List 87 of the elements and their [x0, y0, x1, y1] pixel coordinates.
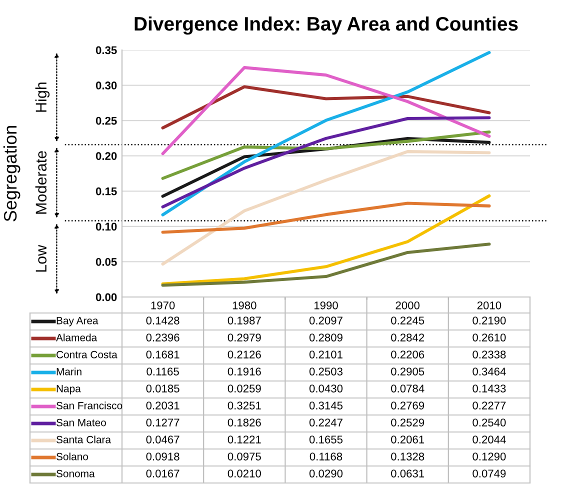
data-label: 0.2101 [309, 350, 342, 358]
data-label: 0.2842 [391, 334, 424, 342]
data-label: 0.3251 [228, 402, 261, 410]
data-label: 0.2338 [472, 350, 506, 358]
legend-label: Sonoma [56, 470, 95, 478]
data-label: 0.2206 [391, 350, 424, 358]
line-series [161, 66, 491, 156]
line-series [161, 116, 491, 208]
data-label: 0.0210 [228, 470, 261, 478]
legend-label: Alameda [56, 334, 98, 342]
data-label: 0.2905 [391, 368, 424, 376]
data-label: 0.0749 [472, 470, 506, 478]
legend-label: Contra Costa [56, 350, 118, 358]
data-label: 0.0467 [146, 436, 180, 444]
line-series [161, 51, 491, 216]
text: High [35, 82, 50, 112]
y-tick-label: 0.35 [96, 46, 117, 54]
data-label: 0.1433 [472, 384, 506, 392]
text: Segregation [3, 126, 20, 222]
data-label: 0.2031 [146, 402, 180, 410]
legend-label: Santa Clara [56, 436, 112, 444]
data-label: 0.3145 [309, 402, 343, 410]
line-series [161, 130, 491, 180]
data-label: 0.2277 [472, 402, 506, 410]
legend-label: Napa [56, 385, 81, 394]
data-label: 0.0784 [391, 384, 424, 392]
data-label: 0.0918 [146, 452, 180, 460]
data-label: 0.2061 [391, 436, 424, 444]
data-label: 0.1428 [146, 316, 180, 324]
line-series [161, 194, 491, 286]
legend-label: Bay Area [56, 317, 98, 326]
line-series [161, 242, 491, 287]
line-series [161, 202, 491, 234]
x-tick-label: 2010 [477, 301, 502, 310]
legend-label: Marin [56, 368, 82, 376]
data-label: 0.2126 [228, 350, 261, 358]
data-label: 0.2396 [146, 334, 180, 342]
legend-label: Solano [56, 452, 88, 460]
legend-label: San Mateo [56, 418, 106, 426]
x-tick-label: 1980 [232, 301, 256, 310]
data-label: 0.2769 [391, 402, 424, 410]
data-label: 0.1168 [310, 452, 342, 460]
data-label: 0.1826 [228, 418, 261, 426]
data-label: 0.1655 [309, 436, 343, 444]
chart-title: Divergence Index: Bay Area and Counties [134, 16, 518, 35]
data-label: 0.1987 [228, 316, 261, 324]
data-label: 0.1916 [228, 368, 261, 376]
y-tick-label: 0.25 [96, 116, 117, 125]
data-label: 0.2044 [472, 436, 506, 444]
y-tick-label: 0.30 [96, 82, 117, 90]
y-tick-label: 0.05 [96, 258, 117, 266]
data-label: 0.0631 [391, 470, 424, 478]
data-label: 0.3464 [472, 368, 506, 376]
data-label: 0.0259 [228, 384, 261, 392]
data-label: 0.2247 [309, 418, 342, 426]
legend-label: San Francisco [56, 402, 122, 410]
data-label: 0.2809 [309, 334, 342, 342]
data-label: 0.2190 [472, 316, 506, 324]
x-tick-label: 2000 [396, 301, 420, 310]
data-label: 0.1290 [472, 452, 506, 460]
data-label: 0.1277 [146, 418, 180, 426]
data-label: 0.2097 [309, 316, 342, 324]
data-label: 0.0185 [146, 384, 180, 392]
data-label: 0.2610 [472, 334, 506, 342]
y-tick-label: 0.20 [96, 152, 117, 160]
text: Low [36, 244, 47, 272]
data-label: 0.2503 [309, 368, 343, 376]
data-label: 0.1681 [146, 350, 180, 358]
data-label: 0.0290 [309, 470, 343, 478]
y-tick-label: 0.10 [96, 222, 117, 231]
line-series [161, 85, 491, 130]
data-label: 0.1221 [228, 436, 261, 444]
data-label: 0.0430 [309, 384, 343, 392]
y-tick-label: 0.00 [96, 293, 117, 302]
data-label: 0.1328 [391, 452, 424, 460]
data-label: 0.2979 [228, 334, 261, 342]
data-label: 0.2245 [391, 316, 424, 324]
data-label: 0.2540 [472, 418, 506, 426]
text: Moderate [35, 151, 47, 214]
data-label: 0.0975 [228, 452, 261, 460]
data-label: 0.0167 [146, 470, 180, 478]
x-tick-label: 1970 [151, 301, 175, 310]
x-tick-label: 1990 [314, 301, 338, 310]
data-label: 0.1165 [146, 368, 179, 376]
y-tick-label: 0.15 [96, 187, 117, 196]
data-label: 0.2529 [391, 418, 424, 426]
line-series [161, 150, 491, 266]
